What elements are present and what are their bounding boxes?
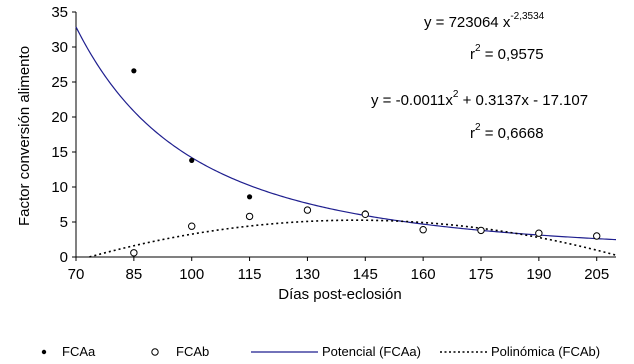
r-squared-power: r2 = 0,9575 xyxy=(470,43,544,63)
legend-label-polinomica: Polinómica (FCAb) xyxy=(491,344,600,359)
plot-area: 0 5 10 15 20 25 30 35 70 85 100 115 130 145 160 175 190… xyxy=(51,4,617,283)
point-fcab xyxy=(535,229,543,237)
y-tick-label: 10 xyxy=(51,179,68,196)
x-tick-label: 175 xyxy=(468,266,493,283)
equation-polynomial-square: 2 xyxy=(453,89,459,100)
x-tick-label: 85 xyxy=(126,266,143,283)
point-fcab xyxy=(130,249,138,257)
point-fcab xyxy=(361,210,369,219)
y-tick-label: 35 xyxy=(51,4,68,21)
legend-item-polinomica: Polinómica (FCAb) xyxy=(440,344,600,359)
y-axis-title: Factor conversión alimento xyxy=(16,46,33,226)
svg-text:r2 = 0,6668: r2 = 0,6668 xyxy=(470,122,544,142)
legend-label-potencial: Potencial (FCAa) xyxy=(322,344,421,359)
equation-polynomial-rest: + 0.3137x - 17.107 xyxy=(458,92,588,109)
point-fcab xyxy=(188,222,196,230)
svg-text:y = 723064 x-2,3534: y = 723064 x-2,3534 xyxy=(424,11,545,31)
point-fcab xyxy=(419,226,427,234)
equation-polynomial-lead: y = -0.0011x xyxy=(371,92,453,109)
trendline-polinomica xyxy=(89,219,617,258)
svg-text:r2 = 0,9575: r2 = 0,9575 xyxy=(470,43,544,63)
x-tick-label: 130 xyxy=(295,266,320,283)
y-tick-label: 30 xyxy=(51,39,68,56)
legend-marker-fcab xyxy=(151,348,159,356)
x-tick-label: 145 xyxy=(353,266,378,283)
point-fcaa xyxy=(189,157,195,163)
point-fcab xyxy=(245,212,254,221)
trendline-potencial xyxy=(75,26,617,241)
legend-item-potencial: Potencial (FCAa) xyxy=(251,344,421,359)
r-squared-polynomial: r2 = 0,6668 xyxy=(470,122,544,142)
r-squared-polynomial-value: = 0,6668 xyxy=(481,125,544,142)
legend-label-fcab: FCAb xyxy=(176,344,209,359)
legend-marker-fcaa xyxy=(41,349,47,355)
x-axis-title: Días post-eclosión xyxy=(278,286,401,303)
x-tick-label: 205 xyxy=(584,266,609,283)
y-tick-label: 20 xyxy=(51,109,68,126)
y-tick-label: 15 xyxy=(51,144,68,161)
svg-text:y = -0.0011x2 + 0.3137x - 17.1: y = -0.0011x2 + 0.3137x - 17.107 xyxy=(371,89,588,109)
equation-power-base: y = 723064 x xyxy=(424,14,511,31)
point-fcaa xyxy=(131,68,137,74)
r-squared-power-square: 2 xyxy=(475,43,481,54)
r-squared-power-label: r xyxy=(470,46,475,63)
trend-lines xyxy=(75,26,617,258)
legend-item-fcab: FCAb xyxy=(151,344,209,359)
legend-label-fcaa: FCAa xyxy=(62,344,96,359)
y-tick-label: 5 xyxy=(60,214,68,231)
equation-power-exponent: -2,3534 xyxy=(510,11,544,22)
point-fcab xyxy=(303,206,312,214)
x-tick-label: 160 xyxy=(411,266,436,283)
legend: FCAa FCAb Potencial (FCAa) Polinómica (F… xyxy=(41,344,600,359)
point-fcaa xyxy=(246,194,253,200)
point-fcab xyxy=(593,232,601,240)
x-tick-label: 70 xyxy=(68,266,85,283)
x-tick-label: 190 xyxy=(526,266,551,283)
r-squared-power-value: = 0,9575 xyxy=(481,46,544,63)
y-tick-label: 0 xyxy=(60,249,68,266)
x-ticks: 70 85 100 115 130 145 160 175 190 205 xyxy=(68,257,609,283)
equation-polynomial: y = -0.0011x2 + 0.3137x - 17.107 xyxy=(371,89,588,109)
legend-item-fcaa: FCAa xyxy=(41,344,96,359)
y-tick-label: 25 xyxy=(51,74,68,91)
x-tick-label: 100 xyxy=(179,266,204,283)
x-tick-label: 115 xyxy=(238,266,262,283)
r-squared-polynomial-square: 2 xyxy=(475,122,481,133)
point-fcab xyxy=(477,226,485,235)
equation-power: y = 723064 x-2,3534 xyxy=(424,11,545,31)
data-points xyxy=(130,68,601,257)
r-squared-polynomial-label: r xyxy=(470,125,475,142)
y-ticks: 0 5 10 15 20 25 30 35 xyxy=(51,4,76,266)
